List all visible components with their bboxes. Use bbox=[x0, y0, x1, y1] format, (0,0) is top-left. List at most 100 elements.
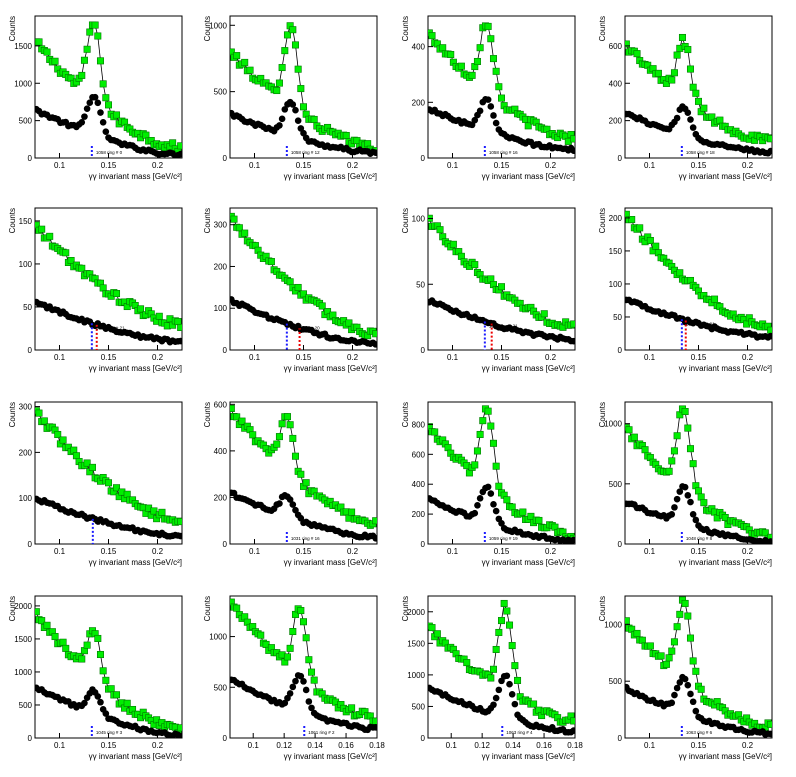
y-axis-label: Counts bbox=[401, 16, 410, 41]
data-point-green bbox=[630, 433, 638, 441]
data-point-green bbox=[83, 641, 91, 649]
data-point-green bbox=[433, 630, 441, 638]
data-point-green bbox=[78, 264, 86, 272]
data-point-green bbox=[177, 518, 182, 526]
data-point-green bbox=[177, 142, 182, 150]
data-point-black bbox=[91, 93, 99, 101]
x-axis-label: γγ invariant mass [GeV/c²] bbox=[284, 752, 377, 761]
data-point-green bbox=[670, 638, 678, 646]
data-layer bbox=[428, 22, 575, 158]
y-tick-label: 200 bbox=[609, 117, 623, 126]
data-point-black bbox=[97, 109, 104, 116]
data-point-green bbox=[670, 447, 678, 455]
data-point-black bbox=[687, 690, 694, 698]
data-point-black bbox=[681, 483, 689, 491]
data-point-black bbox=[487, 490, 495, 497]
annotation-label: 1048 ring # 8 bbox=[686, 536, 713, 541]
y-tick-label: 800 bbox=[412, 420, 426, 429]
data-point-green bbox=[636, 224, 644, 232]
data-point-green bbox=[137, 305, 145, 313]
x-tick-label: 0.15 bbox=[101, 741, 117, 750]
data-point-green bbox=[673, 51, 681, 59]
x-tick-label: 0.2 bbox=[742, 161, 754, 170]
data-layer bbox=[35, 407, 182, 544]
data-point-black bbox=[177, 337, 182, 345]
data-point-green bbox=[697, 685, 705, 693]
y-tick-label: 0 bbox=[223, 346, 228, 355]
data-point-black bbox=[300, 678, 307, 685]
data-point-green bbox=[283, 31, 291, 39]
x-tick-label: 0.2 bbox=[347, 547, 359, 556]
data-point-green bbox=[716, 116, 724, 124]
x-axis-label: γγ invariant mass [GeV/c²] bbox=[482, 752, 575, 761]
data-point-green bbox=[99, 667, 107, 675]
y-axis-label: Counts bbox=[8, 402, 17, 427]
data-point-green bbox=[711, 295, 719, 303]
data-point-green bbox=[628, 216, 636, 224]
data-point-black bbox=[676, 488, 684, 495]
data-point-green bbox=[305, 656, 313, 664]
x-tick-label: 0.15 bbox=[296, 547, 312, 556]
data-point-green bbox=[686, 634, 694, 642]
data-point-black bbox=[767, 332, 772, 340]
data-point-black bbox=[372, 724, 377, 731]
data-point-green bbox=[113, 691, 121, 699]
data-point-green bbox=[508, 642, 516, 650]
data-layer bbox=[625, 596, 772, 738]
data-point-green bbox=[233, 52, 241, 60]
data-point-black bbox=[767, 730, 772, 738]
data-point-green bbox=[43, 621, 51, 629]
data-point-green bbox=[570, 135, 575, 143]
x-tick-label: 0.15 bbox=[691, 741, 707, 750]
panel-p1: 0.1 0.15 0.2 0 500 1000 γγ invariant mass [GeV… bbox=[203, 15, 378, 181]
data-point-black bbox=[372, 149, 377, 157]
x-axis-label: γγ invariant mass [GeV/c²] bbox=[284, 172, 377, 181]
x-tick-label: 0.15 bbox=[691, 547, 707, 556]
x-tick-label: 0.16 bbox=[338, 741, 354, 750]
x-tick-label: 0.2 bbox=[742, 353, 754, 362]
annotation-label: 1063 ring # 4 bbox=[506, 730, 533, 735]
y-tick-label: 1000 bbox=[407, 671, 425, 680]
data-point-green bbox=[62, 644, 70, 652]
data-point-green bbox=[113, 290, 121, 298]
data-point-green bbox=[51, 57, 59, 65]
data-point-green bbox=[428, 32, 436, 40]
series-line bbox=[230, 408, 377, 526]
data-point-green bbox=[78, 71, 86, 79]
data-point-green bbox=[447, 50, 455, 58]
data-point-black bbox=[294, 117, 302, 125]
data-point-green bbox=[102, 94, 110, 102]
data-point-green bbox=[625, 617, 630, 625]
data-point-black bbox=[372, 341, 377, 348]
data-point-black bbox=[495, 686, 503, 694]
data-layer bbox=[230, 22, 377, 158]
data-point-black bbox=[692, 707, 700, 715]
y-tick-label: 0 bbox=[28, 540, 33, 549]
data-point-green bbox=[278, 64, 286, 72]
data-point-green bbox=[665, 467, 673, 475]
annotation-label: 1058 ring # 12 bbox=[291, 150, 320, 155]
data-point-green bbox=[278, 420, 286, 428]
data-point-green bbox=[479, 417, 487, 425]
data-point-green bbox=[59, 436, 67, 444]
panel-p7: 0.1 0.15 0.2 0 50 100 150 200 γγ invariant mass … bbox=[598, 207, 773, 373]
data-point-black bbox=[281, 106, 289, 113]
x-tick-label: 0.1 bbox=[447, 547, 459, 556]
y-tick-label: 500 bbox=[214, 88, 228, 97]
data-point-green bbox=[286, 421, 294, 429]
data-point-black bbox=[492, 507, 500, 515]
data-point-green bbox=[684, 424, 692, 432]
data-layer bbox=[625, 405, 772, 544]
data-point-black bbox=[684, 109, 692, 117]
data-point-green bbox=[35, 409, 43, 417]
data-point-green bbox=[38, 617, 46, 625]
x-tick-label: 0.1 bbox=[644, 547, 656, 556]
data-point-green bbox=[676, 269, 684, 277]
data-point-green bbox=[633, 50, 641, 58]
data-point-green bbox=[436, 226, 444, 234]
series-line bbox=[625, 214, 772, 331]
panel-p3: 0.1 0.15 0.2 0 200 400 600 γγ invariant mass [G… bbox=[598, 15, 773, 181]
data-point-green bbox=[676, 610, 684, 618]
data-point-black bbox=[94, 693, 102, 700]
